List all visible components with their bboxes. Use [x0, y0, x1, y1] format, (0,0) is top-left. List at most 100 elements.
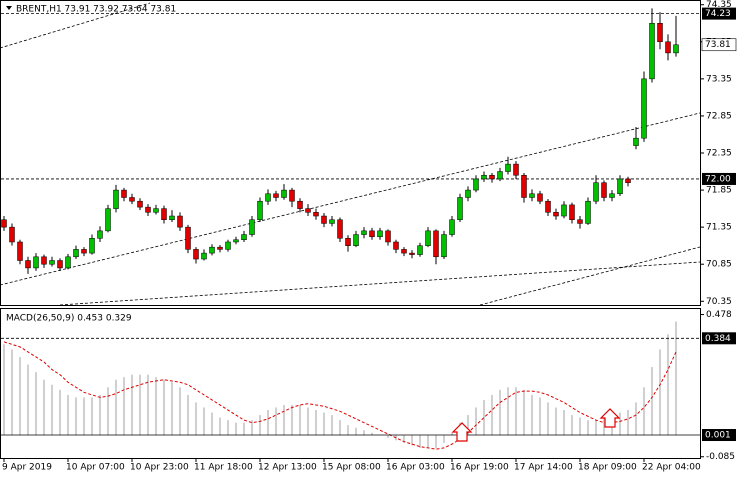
candle-body [553, 212, 559, 217]
level-label: 72.00 [705, 174, 731, 184]
menu-arrow[interactable] [6, 6, 12, 10]
candle-body [401, 249, 407, 254]
y-tick-label: 0.478 [706, 310, 732, 320]
candle-body [81, 249, 87, 254]
candle-body [649, 22, 655, 80]
level-label: 74.23 [705, 9, 731, 19]
candle-body [465, 189, 471, 198]
candle-body [145, 206, 151, 213]
candle-body [9, 226, 15, 243]
candle-body [473, 178, 479, 191]
signal-arrow [451, 422, 473, 442]
x-tick-label: 15 Apr 08:00 [322, 463, 381, 473]
candle-body [393, 241, 399, 250]
candle-body [457, 197, 463, 220]
x-tick-label: 22 Apr 04:00 [642, 463, 701, 473]
candle-body [1, 219, 7, 228]
x-tick-label: 17 Apr 14:00 [514, 463, 573, 473]
candle-body [201, 252, 207, 260]
candle-body [321, 215, 327, 224]
candle-body [537, 193, 543, 202]
candle-body [361, 230, 367, 235]
trend-line [479, 246, 701, 306]
candle-body [105, 208, 111, 232]
candle-body [297, 200, 303, 209]
signal-line [3, 341, 677, 450]
candle-body [521, 174, 527, 198]
candle-body [385, 230, 391, 243]
candle-body [153, 208, 159, 213]
y-tick-label: -0.085 [706, 452, 735, 462]
price-pane-frame [0, 0, 701, 306]
candle-body [561, 204, 567, 217]
level-label-box [702, 172, 736, 185]
candle-body [497, 171, 503, 180]
x-tick-label: 10 Apr 07:00 [66, 463, 125, 473]
symbol-title: BRENT,H1 73.91 73.92 73.64 73.81 [16, 5, 176, 15]
candle-body [97, 230, 103, 239]
y-tick-label: 71.85 [706, 186, 732, 196]
candle-body [137, 200, 143, 208]
candle-body [345, 238, 351, 246]
candle-body [169, 215, 175, 220]
candle-body [585, 200, 591, 224]
candle-body [369, 230, 375, 238]
trend-lines [0, 2, 701, 306]
candle-body [529, 193, 535, 198]
candle-body [545, 200, 551, 213]
y-tick-label: 71.35 [706, 223, 732, 233]
trend-line [0, 2, 151, 49]
candle-body [409, 252, 415, 255]
candle-body [673, 44, 679, 54]
candle-body [617, 178, 623, 195]
candle-body [577, 219, 583, 224]
candle-body [121, 189, 127, 198]
candle-body [265, 193, 271, 202]
candle-body [441, 234, 447, 258]
x-tick-label: 10 Apr 23:00 [130, 463, 189, 473]
trend-line [59, 261, 701, 306]
candle-body [225, 241, 231, 250]
candle-body [489, 174, 495, 180]
level-label: 0.001 [705, 431, 731, 441]
candle-body [625, 178, 631, 183]
candle-body [609, 193, 615, 198]
level-label-box [702, 429, 736, 442]
candle-body [281, 189, 287, 198]
candle-body [449, 219, 455, 235]
level-label: 0.384 [705, 334, 731, 344]
candle-body [41, 256, 47, 265]
candle-body [601, 182, 607, 198]
candle-body [17, 241, 23, 261]
y-tick-label: 74.35 [706, 0, 732, 10]
candle-body [273, 193, 279, 198]
x-tick-label: 16 Apr 03:00 [386, 463, 445, 473]
candle-body [233, 239, 239, 243]
candle-body [305, 208, 311, 213]
candle-body [353, 234, 359, 246]
last-price-label: 73.81 [705, 40, 731, 50]
candle-body [65, 256, 71, 269]
candle-body [113, 189, 119, 209]
level-label-box [702, 7, 736, 20]
candle-body [129, 197, 135, 202]
candle-body [633, 137, 639, 146]
candle-body [89, 238, 95, 254]
candle-body [177, 215, 183, 228]
candle-body [249, 219, 255, 235]
x-tick-label: 11 Apr 18:00 [194, 463, 253, 473]
candle-body [217, 246, 223, 250]
candle-body [377, 230, 383, 238]
candle-body [593, 182, 599, 202]
candle-body [513, 163, 519, 176]
candle-body [505, 163, 511, 172]
candle-body [185, 226, 191, 250]
candle-body [425, 230, 431, 246]
candle-body [57, 260, 63, 269]
indicator-title: MACD(26,50,9) 0.453 0.329 [6, 314, 132, 324]
signal-arrow [599, 408, 621, 428]
candle-body [313, 212, 319, 217]
